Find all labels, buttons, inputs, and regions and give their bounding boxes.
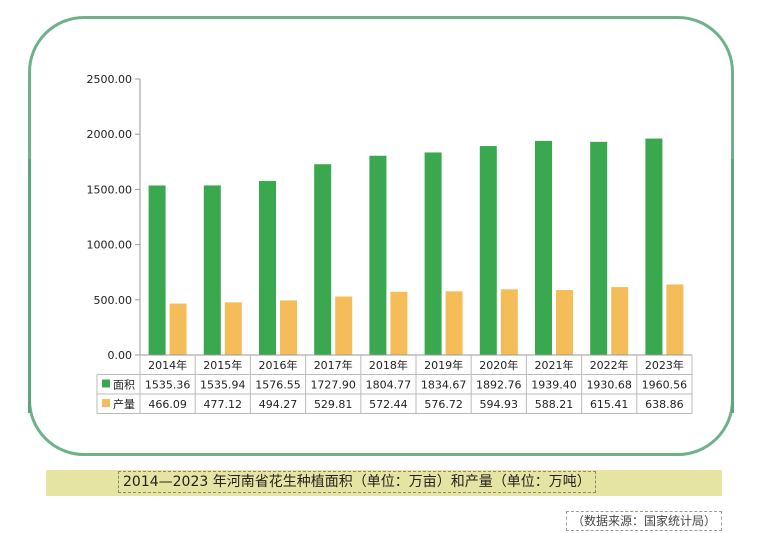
bar-area: [369, 155, 387, 355]
data-label: 1576.55: [255, 379, 301, 392]
data-label: 1535.94: [200, 379, 246, 392]
data-label: 594.93: [480, 398, 519, 411]
data-label: 1804.77: [366, 379, 412, 392]
legend-swatch: [102, 399, 110, 407]
data-label: 576.72: [424, 398, 463, 411]
x-tick-label: 2021年: [535, 358, 574, 372]
data-label: 615.41: [590, 398, 629, 411]
x-tick-label: 2022年: [590, 358, 629, 372]
y-tick-label: 2500.00: [87, 73, 133, 86]
y-tick-label: 1500.00: [87, 183, 133, 196]
bar-area: [424, 152, 442, 355]
x-tick-label: 2014年: [148, 358, 187, 372]
x-tick-label: 2015年: [203, 358, 242, 372]
data-label: 529.81: [314, 398, 353, 411]
data-label: 494.27: [259, 398, 298, 411]
y-tick-label: 1000.00: [87, 239, 133, 252]
x-tick-label: 2017年: [314, 358, 353, 372]
bar-area: [645, 138, 663, 355]
data-label: 1960.56: [642, 379, 688, 392]
bar-output: [390, 291, 408, 355]
legend-label: 面积: [113, 379, 135, 392]
x-tick-label: 2019年: [424, 358, 463, 372]
bar-output: [666, 284, 684, 355]
bar-area: [479, 146, 497, 355]
bar-area: [314, 164, 332, 355]
y-tick-label: 0.00: [108, 349, 133, 362]
data-label: 477.12: [204, 398, 243, 411]
legend-swatch: [102, 379, 110, 388]
data-label: 1930.68: [586, 379, 632, 392]
data-label: 1834.67: [421, 379, 467, 392]
data-label: 638.86: [645, 398, 684, 411]
bar-area: [203, 185, 221, 355]
chart-caption: 2014—2023 年河南省花生种植面积（单位：万亩）和产量（单位：万吨）: [118, 471, 596, 493]
bar-output: [224, 302, 242, 355]
data-label: 572.44: [369, 398, 408, 411]
data-label: 466.09: [148, 398, 187, 411]
caption-bar: [46, 470, 722, 496]
data-label: 1892.76: [476, 379, 522, 392]
data-label: 1939.40: [531, 379, 577, 392]
bar-output: [445, 291, 463, 355]
data-label: 588.21: [535, 398, 574, 411]
x-tick-label: 2016年: [259, 358, 298, 372]
bar-output: [169, 303, 187, 355]
bar-area: [535, 140, 552, 355]
data-label: 1727.90: [310, 379, 356, 392]
y-tick-label: 500.00: [94, 294, 133, 307]
data-label: 1535.36: [145, 379, 191, 392]
bar-area: [590, 141, 608, 355]
x-tick-label: 2020年: [479, 358, 518, 372]
y-tick-label: 2000.00: [87, 128, 133, 141]
x-tick-label: 2023年: [645, 358, 684, 372]
bar-output: [556, 290, 573, 355]
x-tick-label: 2018年: [369, 358, 408, 372]
bar-output: [611, 287, 629, 355]
bar-output: [500, 289, 518, 355]
bar-output: [280, 300, 297, 355]
data-source: （数据来源：国家统计局）: [566, 511, 723, 531]
legend-label: 产量: [113, 397, 135, 411]
bar-output: [335, 296, 353, 355]
bar-area: [148, 185, 166, 355]
bar-area: [259, 180, 276, 355]
